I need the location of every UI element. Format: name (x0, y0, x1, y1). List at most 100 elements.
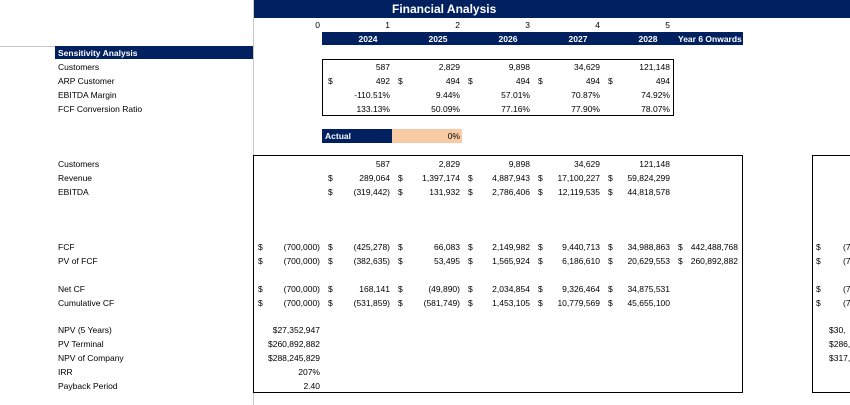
cell-value: 2,829 (438, 62, 460, 72)
cell-value: 12,119,535 (558, 187, 600, 197)
cell-value: 442,488,768 (690, 242, 738, 252)
cell-value: (700,000) (283, 256, 320, 266)
cell-value: 131,932 (429, 187, 460, 197)
cell-value: 44,818,578 (627, 187, 670, 197)
cell-value: 1,565,924 (492, 256, 530, 266)
cell-value: 34,988,863 (627, 242, 670, 252)
currency-sign: $ (398, 173, 403, 183)
currency-sign: $ (468, 298, 473, 308)
cell-value: 1,453,105 (492, 298, 530, 308)
currency-sign: $ (538, 284, 543, 294)
title: Financial Analysis (392, 2, 497, 16)
summary-label: NPV of Company (58, 353, 124, 363)
cell-value: 77.90% (571, 104, 600, 114)
cell-value: 2,034,854 (492, 284, 530, 294)
currency-sign: $ (328, 298, 333, 308)
row-label: FCF (58, 242, 75, 252)
currency-sign: $ (468, 76, 473, 86)
cell-value: (700,000) (283, 242, 320, 252)
row-label: EBITDA Margin (58, 90, 117, 100)
currency-sign: $ (608, 76, 613, 86)
cell-value: 74.92% (641, 90, 670, 100)
row-label: FCF Conversion Ratio (58, 104, 143, 114)
currency-sign: $ (398, 284, 403, 294)
cell-value: 168,141 (359, 284, 390, 294)
year-header: 2024 (358, 34, 378, 44)
cell-value: 587 (375, 159, 390, 169)
summary-label: Payback Period (58, 381, 118, 391)
currency-sign: $ (608, 173, 613, 183)
currency-sign: $ (258, 298, 263, 308)
cell-value: 34,629 (574, 159, 600, 169)
main-box (253, 155, 743, 393)
summary-value: $27,352,947 (272, 325, 320, 335)
currency-sign: $ (816, 256, 821, 266)
clipped-value: (7 (843, 298, 850, 308)
row-label: Revenue (58, 173, 93, 183)
scenario-value: 0% (447, 131, 460, 141)
currency-sign: $ (398, 76, 403, 86)
cell-value: 1,397,174 (422, 173, 460, 183)
currency-sign: $ (608, 242, 613, 252)
section-header-bar (55, 46, 253, 59)
currency-sign: $ (328, 284, 333, 294)
currency-sign: $ (538, 76, 543, 86)
currency-sign: $ (816, 284, 821, 294)
cell-value: 57.01% (501, 90, 530, 100)
row-label: ARP Customer (58, 76, 115, 86)
summary-label: PV Terminal (58, 339, 104, 349)
cell-value: 492 (375, 76, 390, 86)
cell-value: 494 (515, 76, 530, 86)
cell-value: 20,629,553 (627, 256, 670, 266)
cell-value: 494 (445, 76, 460, 86)
cell-value: (319,442) (353, 187, 390, 197)
currency-sign: $ (258, 256, 263, 266)
year-header-bar (322, 32, 743, 45)
year-header: 2026 (498, 34, 518, 44)
currency-sign: $ (398, 187, 403, 197)
currency-sign: $ (258, 242, 263, 252)
cell-value: 70.87% (571, 90, 600, 100)
currency-sign: $ (608, 298, 613, 308)
cell-value: 77.16% (501, 104, 530, 114)
currency-sign: $ (538, 173, 543, 183)
scenario-value-cell (392, 129, 462, 143)
year-header: 2027 (568, 34, 588, 44)
cell-value: (531,859) (353, 298, 390, 308)
cell-value: 121,148 (639, 62, 670, 72)
currency-sign: $ (608, 284, 613, 294)
row-label: Cumulative CF (58, 298, 115, 308)
currency-sign: $ (328, 173, 333, 183)
summary-value: 207% (298, 367, 320, 377)
currency-sign: $ (678, 242, 683, 252)
sensitivity-box (322, 59, 674, 116)
currency-sign: $ (538, 298, 543, 308)
summary-label: NPV (5 Years) (58, 325, 112, 335)
cell-value: 59,824,299 (627, 173, 670, 183)
section-title: Sensitivity Analysis (58, 48, 138, 58)
currency-sign: $ (398, 298, 403, 308)
cell-value: -110.51% (354, 90, 390, 100)
period-number: 3 (525, 20, 530, 30)
cell-value: 2,786,406 (492, 187, 530, 197)
year-header: 2025 (428, 34, 448, 44)
cell-value: (49,890) (428, 284, 460, 294)
currency-sign: $ (678, 256, 683, 266)
cell-value: 78.07% (641, 104, 670, 114)
cell-value: 53,495 (434, 256, 460, 266)
period-number: 1 (385, 20, 390, 30)
clipped-value: $286, (829, 339, 850, 349)
cell-value: 494 (585, 76, 600, 86)
period-number: 2 (455, 20, 460, 30)
cell-value: (425,278) (353, 242, 390, 252)
currency-sign: $ (538, 187, 543, 197)
side-box (812, 155, 850, 393)
cell-value: 2,149,982 (492, 242, 530, 252)
currency-sign: $ (468, 256, 473, 266)
currency-sign: $ (398, 242, 403, 252)
cell-value: 66,083 (434, 242, 460, 252)
summary-value: $260,892,882 (268, 339, 320, 349)
scenario-label: Actual (325, 131, 351, 141)
period-number: 0 (315, 20, 320, 30)
currency-sign: $ (328, 256, 333, 266)
